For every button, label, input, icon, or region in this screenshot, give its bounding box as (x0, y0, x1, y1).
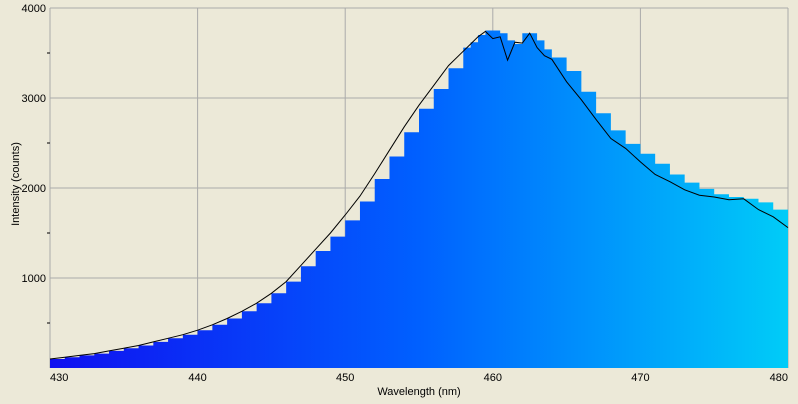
x-tick-label: 440 (188, 372, 206, 384)
y-tick-label: 2000 (22, 183, 46, 195)
x-tick-label: 470 (631, 372, 649, 384)
x-tick-label: 450 (336, 372, 354, 384)
y-tick-label: 4000 (22, 3, 46, 15)
y-axis-label: Intensity (counts) (10, 142, 22, 226)
intensity-line-layer (49, 30, 789, 360)
intensity-area (50, 30, 788, 368)
y-tick-label: 1000 (22, 273, 46, 285)
x-tick-label: 480 (770, 372, 788, 384)
intensity-line (49, 30, 789, 360)
x-axis-label: Wavelength (nm) (377, 386, 460, 398)
y-tick-label: 3000 (22, 93, 46, 105)
x-tick-label: 460 (484, 372, 502, 384)
x-tick-label: 430 (50, 372, 68, 384)
intensity-bars (50, 30, 788, 368)
tick-labels: 430 440 450 460 470 480 1000 2000 3000 4000 (22, 3, 788, 384)
